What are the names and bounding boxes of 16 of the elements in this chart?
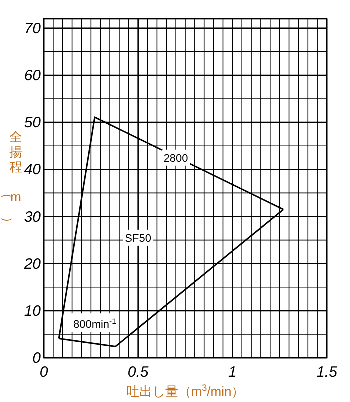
x-axis-title: 吐出し量（m$^{3}$/min） [126,383,245,399]
y-tick-label: 70 [24,20,42,38]
y-tick-label: 60 [24,68,42,84]
x-tick-label: 1 [228,364,237,381]
y-tick-label: 30 [24,208,42,226]
x-tick-label: 1.5 [316,364,338,381]
annotation: 800min$^{-1}$ [73,316,116,332]
annotation: 2800 [164,152,188,165]
y-tick-label: 20 [23,256,42,273]
x-tick-label: 0.5 [128,364,150,381]
y-tick-label: 50 [24,114,42,132]
y-tick-label: 10 [24,302,42,320]
y-axis-title: 全揚程（m） [0,129,22,230]
annotation: SF50 [125,232,152,245]
y-tick-label: 0 [32,350,42,367]
y-tick-label: 40 [24,162,42,179]
